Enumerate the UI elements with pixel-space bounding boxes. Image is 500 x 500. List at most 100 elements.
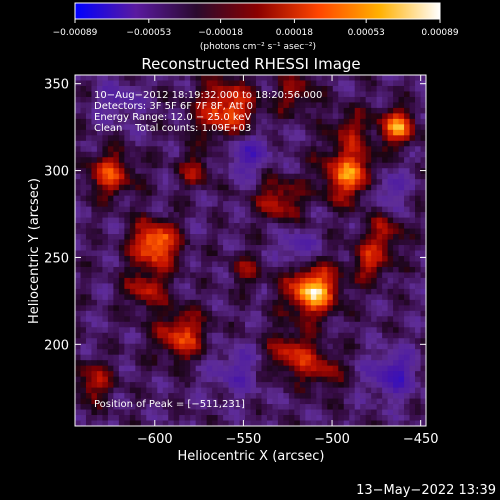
heatmap-cell	[250, 190, 257, 197]
heatmap-cell	[80, 327, 87, 334]
heatmap-cell	[179, 168, 186, 175]
heatmap-cell	[305, 261, 312, 268]
heatmap-cell	[365, 118, 372, 125]
heatmap-cell	[96, 129, 103, 136]
heatmap-cell	[179, 387, 186, 394]
heatmap-cell	[365, 266, 372, 273]
heatmap-cell	[387, 96, 394, 103]
heatmap-cell	[173, 201, 180, 208]
heatmap-cell	[338, 107, 345, 114]
heatmap-cell	[173, 310, 180, 317]
heatmap-cell	[354, 173, 361, 180]
heatmap-cell	[217, 409, 224, 416]
heatmap-cell	[398, 173, 405, 180]
heatmap-cell	[228, 91, 235, 98]
heatmap-cell	[85, 234, 92, 240]
heatmap-cell	[124, 371, 131, 378]
heatmap-cell	[228, 327, 235, 334]
heatmap-cell	[184, 310, 191, 317]
heatmap-cell	[321, 409, 328, 416]
heatmap-cell	[266, 173, 273, 180]
heatmap-cell	[102, 245, 109, 251]
heatmap-cell	[371, 206, 378, 213]
heatmap-cell	[415, 349, 421, 356]
heatmap-cell	[245, 409, 251, 416]
heatmap-cell	[354, 179, 361, 186]
heatmap-cell	[107, 151, 114, 158]
annotation-energy-range: Energy Range: 12.0 − 25.0 keV	[94, 112, 251, 123]
heatmap-cell	[184, 173, 191, 180]
heatmap-cell	[85, 201, 92, 208]
heatmap-cell	[234, 360, 240, 367]
heatmap-cell	[234, 184, 240, 191]
heatmap-cell	[338, 338, 345, 345]
heatmap-cell	[277, 239, 284, 246]
heatmap-cell	[327, 168, 334, 175]
heatmap-cell	[212, 316, 218, 323]
heatmap-cell	[288, 294, 295, 301]
heatmap-cell	[283, 162, 290, 169]
heatmap-cell	[80, 343, 87, 350]
heatmap-cell	[343, 179, 350, 186]
heatmap-cell	[299, 168, 306, 175]
heatmap-cell	[179, 398, 186, 405]
heatmap-cell	[360, 266, 367, 273]
heatmap-cell	[409, 321, 416, 328]
heatmap-cell	[349, 96, 356, 103]
heatmap-cell	[294, 288, 301, 295]
heatmap-cell	[212, 299, 218, 306]
heatmap-cell	[420, 393, 427, 399]
heatmap-cell	[354, 382, 361, 389]
heatmap-cell	[118, 376, 125, 383]
heatmap-cell	[283, 349, 290, 356]
heatmap-cell	[162, 376, 169, 383]
heatmap-cell	[321, 310, 328, 317]
heatmap-cell	[305, 190, 312, 197]
heatmap-cell	[393, 398, 399, 405]
heatmap-cell	[376, 91, 383, 98]
heatmap-cell	[393, 382, 399, 389]
heatmap-cell	[96, 360, 103, 367]
heatmap-cell	[360, 195, 367, 202]
heatmap-cell	[321, 332, 328, 339]
heatmap-cell	[404, 338, 410, 345]
heatmap-cell	[398, 135, 405, 142]
heatmap-cell	[217, 288, 224, 295]
heatmap-cell	[223, 179, 229, 186]
heatmap-cell	[80, 85, 87, 92]
heatmap-cell	[80, 409, 87, 416]
heatmap-cell	[118, 151, 125, 158]
heatmap-cell	[332, 179, 339, 186]
heatmap-cell	[283, 107, 290, 114]
heatmap-cell	[162, 261, 169, 268]
annotation-clean-counts: Clean Total counts: 1.09E+03	[94, 123, 251, 134]
heatmap-cell	[299, 184, 306, 191]
heatmap-cell	[409, 343, 416, 350]
heatmap-cell	[360, 184, 367, 191]
heatmap-cell	[201, 217, 208, 224]
heatmap-cell	[239, 387, 246, 394]
heatmap-cell	[228, 261, 235, 268]
heatmap-cell	[266, 371, 273, 378]
heatmap-cell	[168, 420, 175, 427]
heatmap-cell	[272, 80, 279, 87]
heatmap-cell	[201, 146, 208, 153]
heatmap-cell	[250, 151, 257, 158]
heatmap-cell	[217, 124, 224, 131]
heatmap-cell	[316, 157, 323, 164]
heatmap-cell	[321, 294, 328, 301]
heatmap-cell	[113, 316, 120, 323]
heatmap-cell	[80, 305, 87, 312]
heatmap-cell	[135, 261, 142, 268]
heatmap-cell	[365, 151, 372, 158]
heatmap-cell	[387, 283, 394, 290]
heatmap-cell	[107, 299, 114, 306]
heatmap-cell	[217, 283, 224, 290]
heatmap-cell	[294, 91, 301, 98]
heatmap-cell	[129, 201, 136, 208]
heatmap-cell	[168, 234, 175, 240]
heatmap-cell	[96, 184, 103, 191]
heatmap-cell	[129, 255, 136, 262]
heatmap-cell	[310, 288, 317, 295]
heatmap-cell	[195, 212, 202, 218]
